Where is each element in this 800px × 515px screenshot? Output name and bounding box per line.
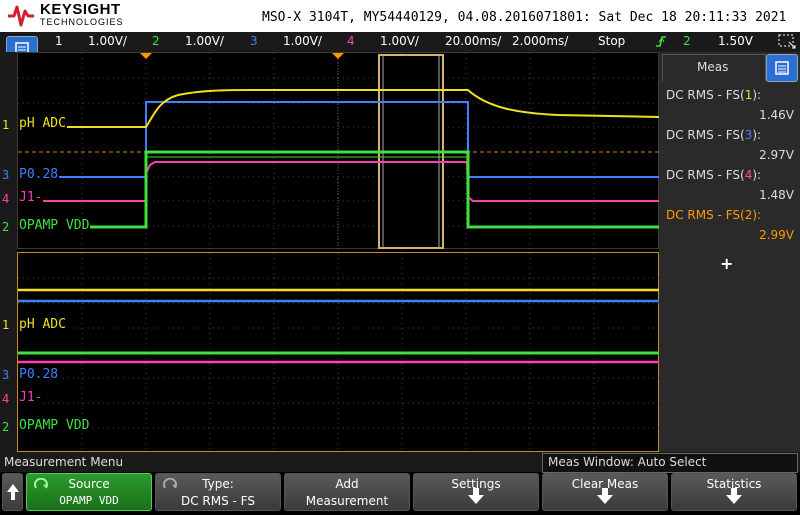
- zoom-ch4-marker[interactable]: 4: [2, 392, 10, 406]
- ch3-label: P0.28: [18, 167, 60, 182]
- meas-item-3-value: 1.48V: [759, 188, 794, 202]
- main-waveform-grid[interactable]: [17, 52, 660, 250]
- meas-tab[interactable]: Meas: [662, 54, 766, 81]
- meas-4-channel: 2: [744, 208, 753, 222]
- meas-item-1-value: 1.46V: [759, 108, 794, 122]
- zoom-ch1-marker[interactable]: 1: [2, 318, 10, 332]
- meas-3-suffix: ): [752, 168, 758, 182]
- ch3-number[interactable]: 3: [250, 34, 258, 48]
- screen-select-icon[interactable]: [777, 33, 797, 51]
- add-label-line1: Add: [335, 477, 359, 491]
- zoom-ch2-marker[interactable]: 2: [2, 420, 10, 434]
- meas-item-4-label[interactable]: DC RMS - FS(2):: [666, 208, 762, 222]
- meas-window-box: Meas Window: Auto Select: [542, 453, 798, 473]
- ch3-scale[interactable]: 1.00V/: [283, 34, 322, 48]
- measurement-panel: [659, 52, 800, 452]
- meas-window-text: Meas Window: Auto Select: [548, 455, 707, 469]
- meas-item-4-value: 2.99V: [759, 228, 794, 242]
- keysight-logo-icon: [8, 5, 34, 27]
- trigger-channel[interactable]: 2: [683, 34, 691, 48]
- channel-marker-strip: [0, 52, 17, 452]
- type-softkey[interactable]: Type: DC RMS - FS: [155, 473, 281, 511]
- settings-softkey[interactable]: Settings: [413, 473, 539, 511]
- trigger-edge-icon: [656, 36, 666, 47]
- rotate-knob-icon: [163, 478, 177, 489]
- meas-tab-label: Meas: [697, 60, 729, 74]
- timebase-scale[interactable]: 20.00ms/: [445, 34, 502, 48]
- meas-1-suffix: ): [752, 88, 758, 102]
- clear-meas-softkey[interactable]: Clear Meas: [542, 473, 668, 511]
- run-state: Stop: [598, 34, 626, 48]
- meas-2-suffix: ): [752, 128, 758, 142]
- zoom-ch2-label: OPAMP VDD: [18, 418, 91, 433]
- meas-item-3-label[interactable]: DC RMS - FS(4):: [666, 168, 762, 182]
- delay-scale[interactable]: 2.000ms/: [512, 34, 569, 48]
- source-label: Source: [68, 477, 110, 491]
- meas-3-prefix: DC RMS - FS(: [666, 168, 745, 182]
- ch1-scale[interactable]: 1.00V/: [88, 34, 127, 48]
- meas-panel-menu-button[interactable]: [766, 54, 798, 82]
- ch1-label: pH ADC: [18, 116, 67, 131]
- rotate-knob-icon: [34, 478, 48, 489]
- ch2-label: OPAMP VDD: [18, 218, 91, 233]
- ch4-ground-marker[interactable]: 4: [2, 192, 10, 206]
- ch4-number[interactable]: 4: [347, 34, 355, 48]
- meas-item-1-label[interactable]: DC RMS - FS(1):: [666, 88, 762, 102]
- ch4-label: J1-: [18, 190, 44, 205]
- ch2-number[interactable]: 2: [152, 34, 160, 48]
- zoom-ch1-label: pH ADC: [18, 317, 67, 332]
- submenu-arrow-icon: [726, 488, 742, 504]
- submenu-arrow-icon: [468, 488, 484, 504]
- ch1-ground-marker[interactable]: 1: [2, 118, 10, 132]
- source-softkey[interactable]: Source OPAMP VDD: [26, 473, 152, 511]
- meas-2-prefix: DC RMS - FS(: [666, 128, 745, 142]
- meas-item-2-label[interactable]: DC RMS - FS(3):: [666, 128, 762, 142]
- meas-3-channel: 4: [744, 168, 753, 182]
- add-measurement-softkey[interactable]: Add Measurement: [284, 473, 410, 511]
- add-label-line2: Measurement: [305, 494, 389, 508]
- ch4-scale[interactable]: 1.00V/: [380, 34, 419, 48]
- submenu-arrow-icon: [597, 488, 613, 504]
- meas-1-channel: 1: [744, 88, 753, 102]
- type-label: Type:: [202, 477, 234, 491]
- clear-label: Clear Meas: [571, 477, 639, 491]
- ch2-ground-marker[interactable]: 2: [2, 220, 10, 234]
- brand-sub: TECHNOLOGIES: [40, 17, 124, 27]
- source-value: OPAMP VDD: [59, 494, 119, 507]
- zoom-ch4-label: J1-: [18, 390, 44, 405]
- settings-label: Settings: [451, 477, 501, 491]
- zoom-waveform-canvas: [18, 253, 660, 453]
- meas-4-prefix: DC RMS - FS(: [666, 208, 745, 222]
- statistics-softkey[interactable]: Statistics: [671, 473, 797, 511]
- meas-1-prefix: DC RMS - FS(: [666, 88, 745, 102]
- header-bar: KEYSIGHT TECHNOLOGIES MSO-X 3104T, MY544…: [0, 0, 800, 32]
- add-measurement-plus-icon[interactable]: +: [720, 254, 734, 273]
- trigger-level[interactable]: 1.50V: [718, 34, 753, 48]
- menu-back-button[interactable]: [2, 473, 23, 511]
- meas-4-suffix: ): [752, 208, 758, 222]
- zoom-waveform-grid[interactable]: [17, 252, 660, 453]
- type-value: DC RMS - FS: [180, 494, 255, 508]
- statistics-label: Statistics: [706, 477, 762, 491]
- instrument-info: MSO-X 3104T, MY54440129, 04.08.201607180…: [262, 10, 787, 25]
- ch2-scale[interactable]: 1.00V/: [185, 34, 224, 48]
- menu-title: Measurement Menu: [4, 455, 124, 469]
- meas-item-2-value: 2.97V: [759, 148, 794, 162]
- panel-menu-icon: [775, 61, 789, 75]
- zoom-ch3-marker[interactable]: 3: [2, 368, 10, 382]
- ch1-number[interactable]: 1: [55, 34, 63, 48]
- brand-name: KEYSIGHT: [40, 1, 121, 18]
- zoom-ch3-label: P0.28: [18, 367, 60, 382]
- meas-2-channel: 3: [744, 128, 753, 142]
- up-arrow-icon: [7, 484, 19, 500]
- ch3-ground-marker[interactable]: 3: [2, 168, 10, 182]
- main-waveform-canvas: [18, 53, 660, 250]
- channel-bar: [0, 32, 800, 52]
